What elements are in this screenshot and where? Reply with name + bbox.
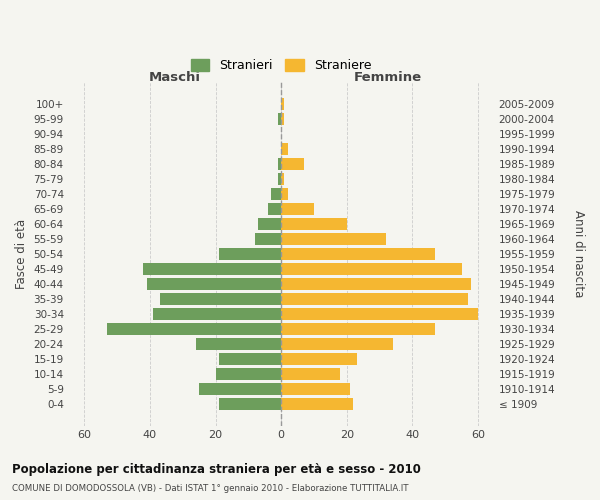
Bar	[281, 278, 472, 290]
Text: Popolazione per cittadinanza straniera per età e sesso - 2010: Popolazione per cittadinanza straniera p…	[12, 462, 421, 475]
Bar	[281, 173, 284, 184]
Bar	[153, 308, 281, 320]
Bar	[281, 188, 288, 200]
Bar	[281, 354, 356, 365]
Bar	[281, 143, 288, 154]
Bar	[281, 98, 284, 110]
Bar	[281, 233, 386, 245]
Legend: Stranieri, Straniere: Stranieri, Straniere	[185, 54, 377, 78]
Bar	[281, 384, 350, 395]
Bar	[196, 338, 281, 350]
Bar	[281, 398, 353, 410]
Text: COMUNE DI DOMODOSSOLA (VB) - Dati ISTAT 1° gennaio 2010 - Elaborazione TUTTITALI: COMUNE DI DOMODOSSOLA (VB) - Dati ISTAT …	[12, 484, 409, 493]
Y-axis label: Fasce di età: Fasce di età	[15, 219, 28, 289]
Bar	[147, 278, 281, 290]
Bar	[281, 113, 284, 124]
Bar	[281, 294, 468, 305]
Bar	[281, 338, 393, 350]
Bar	[219, 398, 281, 410]
Bar	[268, 203, 281, 215]
Bar	[281, 248, 436, 260]
Bar	[199, 384, 281, 395]
Bar	[281, 158, 304, 170]
Bar	[215, 368, 281, 380]
Bar	[281, 324, 436, 335]
Bar	[278, 173, 281, 184]
Bar	[281, 308, 478, 320]
Y-axis label: Anni di nascita: Anni di nascita	[572, 210, 585, 298]
Bar	[281, 203, 314, 215]
Bar	[219, 248, 281, 260]
Text: Femmine: Femmine	[354, 71, 422, 84]
Bar	[258, 218, 281, 230]
Bar	[278, 158, 281, 170]
Bar	[219, 354, 281, 365]
Bar	[281, 368, 340, 380]
Bar	[278, 113, 281, 124]
Bar	[281, 218, 347, 230]
Bar	[107, 324, 281, 335]
Bar	[160, 294, 281, 305]
Bar	[255, 233, 281, 245]
Bar	[281, 263, 461, 275]
Bar	[271, 188, 281, 200]
Text: Maschi: Maschi	[149, 71, 200, 84]
Bar	[143, 263, 281, 275]
